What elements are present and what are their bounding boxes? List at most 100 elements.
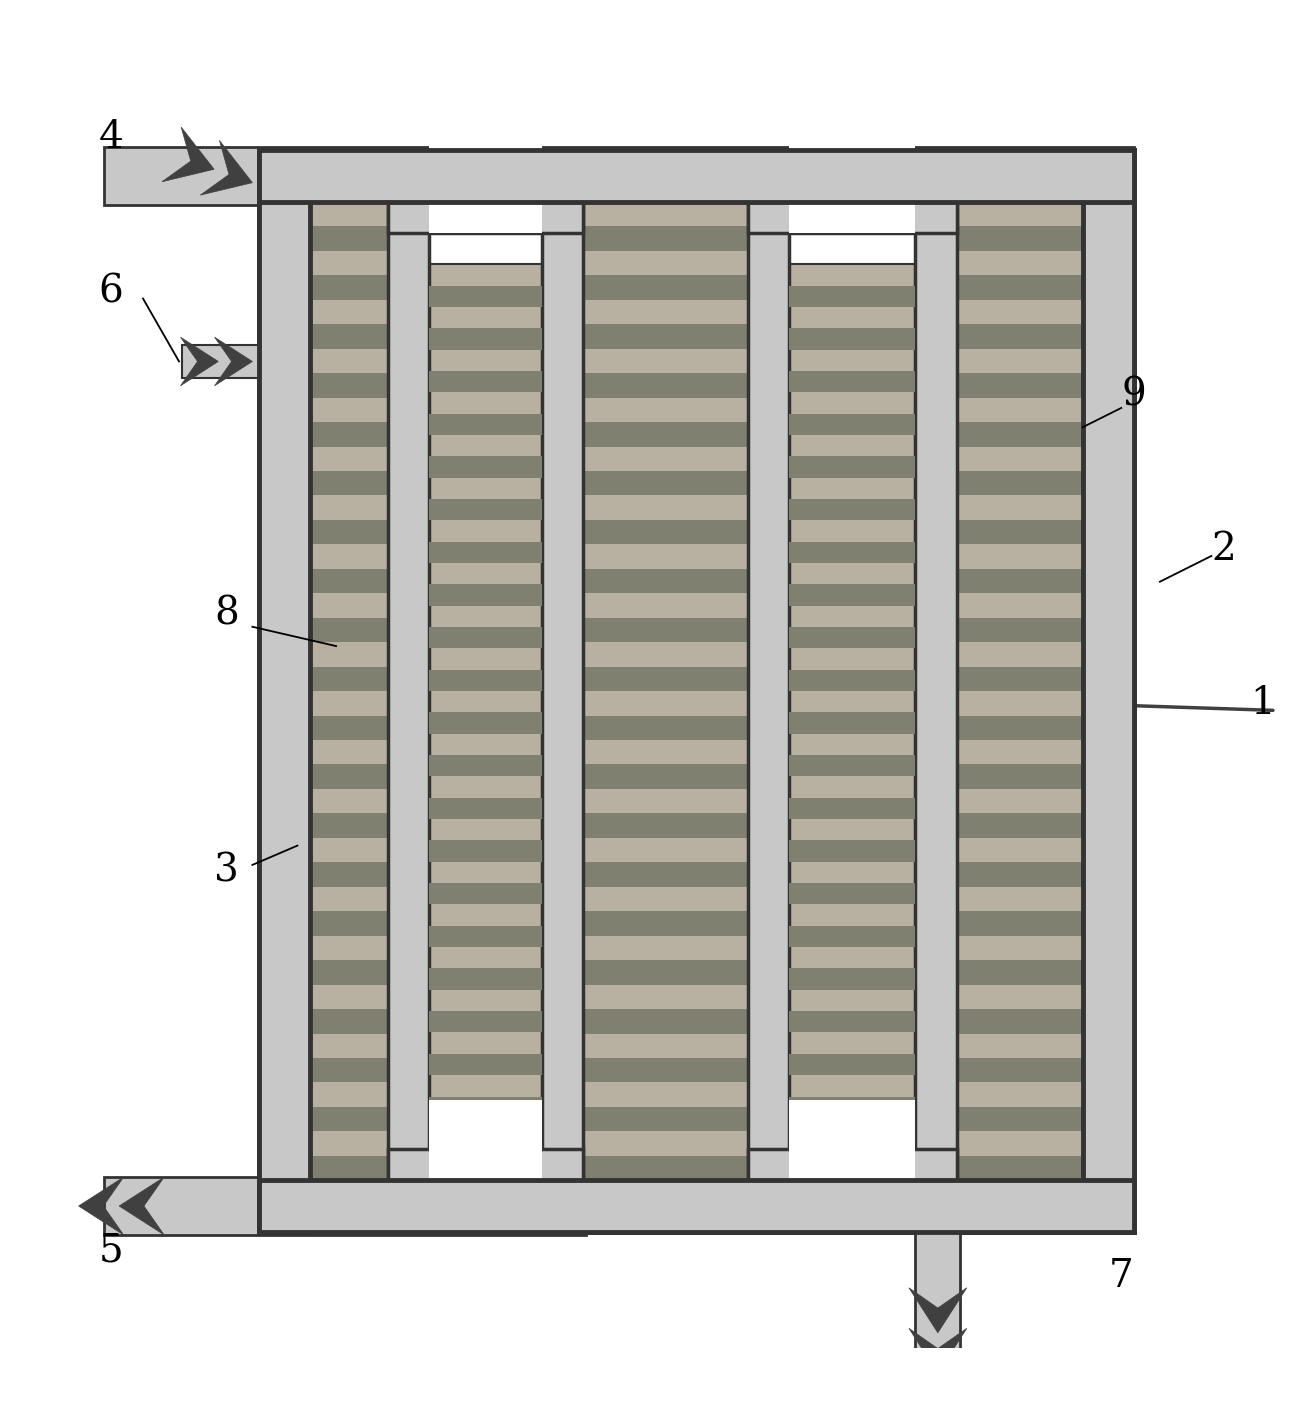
Bar: [428, 542, 542, 563]
Bar: [311, 814, 413, 838]
Bar: [104, 1177, 586, 1235]
Bar: [1082, 151, 1134, 1232]
Bar: [929, 1156, 1082, 1180]
Bar: [311, 1156, 413, 1180]
Bar: [916, 1180, 960, 1360]
Bar: [311, 227, 413, 251]
Bar: [311, 201, 1082, 1180]
Bar: [568, 862, 748, 887]
Bar: [789, 414, 916, 435]
Bar: [789, 926, 916, 948]
Bar: [929, 911, 1082, 936]
Bar: [789, 584, 916, 605]
Bar: [428, 414, 542, 435]
Bar: [568, 520, 748, 545]
Bar: [789, 883, 916, 904]
Polygon shape: [163, 127, 214, 182]
Bar: [789, 670, 916, 691]
Polygon shape: [214, 337, 253, 386]
Bar: [568, 227, 748, 251]
Bar: [311, 324, 413, 349]
Bar: [568, 814, 748, 838]
Bar: [568, 666, 748, 691]
Text: 4: 4: [98, 120, 124, 156]
Bar: [428, 969, 542, 990]
Bar: [311, 911, 413, 936]
Bar: [789, 1011, 916, 1032]
Bar: [428, 1101, 542, 1191]
Bar: [311, 1107, 413, 1132]
Bar: [789, 712, 916, 734]
Bar: [789, 265, 916, 1118]
Bar: [929, 324, 1082, 349]
Bar: [428, 286, 542, 307]
Bar: [929, 227, 1082, 251]
Text: 2: 2: [1211, 531, 1237, 567]
Polygon shape: [909, 1288, 966, 1333]
Bar: [182, 345, 259, 377]
Text: 3: 3: [214, 853, 239, 890]
Bar: [311, 960, 413, 984]
Bar: [568, 1057, 748, 1083]
Bar: [789, 498, 916, 521]
Bar: [789, 1101, 916, 1191]
Bar: [259, 1180, 1134, 1232]
Bar: [428, 883, 542, 904]
Bar: [789, 372, 916, 393]
Bar: [789, 1053, 916, 1076]
Bar: [259, 151, 1134, 1232]
Bar: [929, 715, 1082, 741]
Bar: [259, 151, 1134, 201]
Bar: [311, 765, 413, 788]
Bar: [929, 276, 1082, 300]
Bar: [428, 798, 542, 819]
Bar: [311, 276, 413, 300]
Bar: [929, 765, 1082, 788]
Bar: [428, 498, 542, 521]
Text: 5: 5: [98, 1232, 123, 1270]
Text: 8: 8: [214, 596, 239, 632]
Bar: [568, 1107, 748, 1132]
Bar: [568, 201, 748, 1180]
Text: 9: 9: [1122, 376, 1147, 414]
Bar: [748, 1149, 956, 1191]
Bar: [568, 618, 748, 642]
Bar: [568, 911, 748, 936]
Bar: [568, 1010, 748, 1033]
Bar: [929, 373, 1082, 397]
Bar: [387, 191, 583, 232]
Bar: [789, 969, 916, 990]
Bar: [428, 456, 542, 477]
Bar: [929, 666, 1082, 691]
Bar: [929, 1010, 1082, 1033]
Bar: [428, 755, 542, 776]
Bar: [259, 1180, 1134, 1232]
Bar: [568, 569, 748, 593]
Bar: [428, 584, 542, 605]
Bar: [929, 201, 1082, 1180]
Bar: [542, 191, 583, 1191]
Bar: [311, 520, 413, 545]
Bar: [428, 372, 542, 393]
Bar: [929, 960, 1082, 984]
Bar: [259, 151, 311, 1232]
Polygon shape: [119, 1177, 164, 1235]
Bar: [789, 798, 916, 819]
Bar: [568, 765, 748, 788]
Text: 1: 1: [1250, 686, 1276, 722]
Bar: [428, 1053, 542, 1076]
Bar: [789, 627, 916, 649]
Bar: [311, 1057, 413, 1083]
Bar: [104, 148, 1134, 206]
Bar: [428, 712, 542, 734]
Bar: [929, 814, 1082, 838]
Bar: [929, 569, 1082, 593]
Polygon shape: [909, 1328, 966, 1373]
Bar: [748, 191, 789, 1191]
Bar: [789, 755, 916, 776]
Bar: [259, 151, 311, 1232]
Bar: [311, 201, 413, 1180]
Bar: [568, 422, 748, 446]
Bar: [311, 715, 413, 741]
Bar: [428, 1011, 542, 1032]
